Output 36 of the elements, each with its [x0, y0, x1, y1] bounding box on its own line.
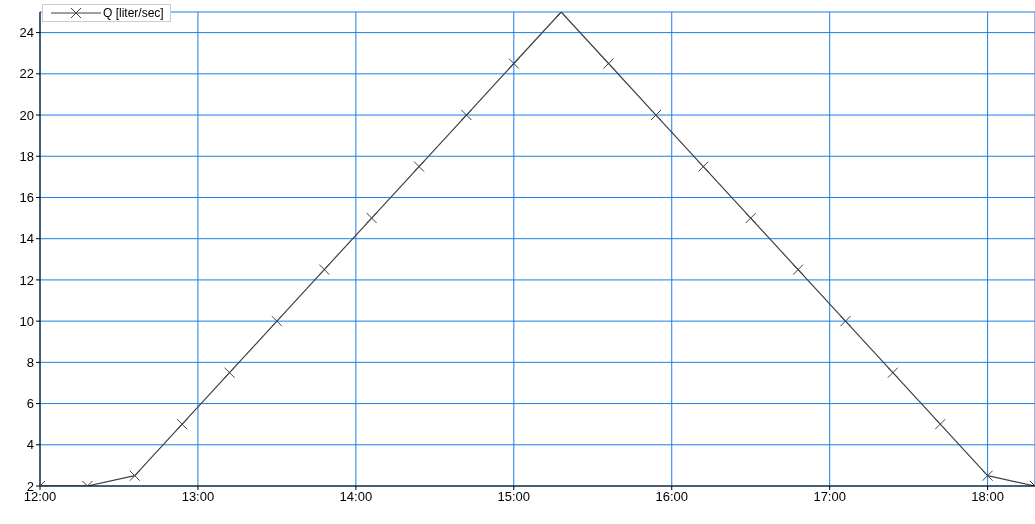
point	[413, 161, 425, 173]
point	[982, 470, 994, 482]
x-tick-label: 15:00	[497, 489, 531, 505]
x-tick-label: 18:00	[971, 489, 1004, 505]
point	[650, 109, 662, 121]
point	[176, 418, 188, 430]
point	[697, 161, 709, 173]
y-tick-label: 24	[19, 25, 34, 41]
x-tick-label: 14:00	[339, 489, 373, 505]
point	[839, 315, 851, 327]
x-tick-label: 16:00	[655, 489, 689, 505]
point	[318, 264, 330, 276]
y-tick-label: 10	[19, 313, 34, 329]
point	[224, 367, 236, 379]
legend-label: Q [liter/sec]	[103, 6, 164, 20]
point	[271, 315, 283, 327]
point	[934, 418, 946, 430]
y-tick-label: 8	[26, 354, 34, 370]
y-tick-label: 4	[26, 437, 34, 453]
point	[745, 212, 757, 224]
y-tick-label: 18	[19, 148, 34, 164]
y-tick-label: 14	[19, 231, 34, 247]
point	[366, 212, 378, 224]
y-tick-label: 12	[19, 272, 34, 288]
point	[887, 367, 899, 379]
point	[603, 58, 615, 70]
y-tick-label: 20	[19, 107, 34, 123]
x-tick-label: 13:00	[181, 489, 215, 505]
x-tick-label: 17:00	[813, 489, 846, 505]
y-tick-label: 22	[19, 66, 34, 82]
y-tick-label: 16	[19, 190, 34, 206]
point	[460, 109, 472, 121]
point	[508, 58, 520, 70]
point	[792, 264, 804, 276]
point	[129, 470, 141, 482]
y-tick-label: 6	[26, 396, 34, 412]
